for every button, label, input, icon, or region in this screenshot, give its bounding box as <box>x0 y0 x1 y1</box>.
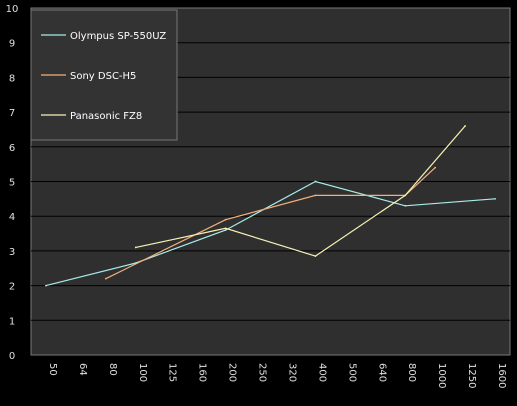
x-tick-label: 80 <box>107 363 118 376</box>
x-tick-label: 50 <box>47 363 58 376</box>
x-tick-label: 400 <box>316 363 327 382</box>
legend-label: Sony DSC-H5 <box>70 71 136 82</box>
legend: Olympus SP-550UZ Sony DSC-H5 Panasonic FZ8 <box>30 9 178 141</box>
y-tick-label: 8 <box>9 73 15 84</box>
y-tick-label: 2 <box>9 282 15 293</box>
y-tick-label: 9 <box>9 39 15 50</box>
data-point <box>404 194 407 197</box>
y-tick-label: 10 <box>6 4 19 15</box>
y-axis-ticks: 0 1 2 3 4 5 6 7 8 9 10 <box>6 4 19 362</box>
y-tick-label: 0 <box>9 351 15 362</box>
legend-label: Olympus SP-550UZ <box>70 31 166 42</box>
y-tick-label: 5 <box>9 178 15 189</box>
series-lines <box>45 125 496 287</box>
series-line-1 <box>45 180 496 287</box>
x-tick-label: 1000 <box>436 363 447 388</box>
data-point <box>434 166 437 169</box>
y-tick-label: 6 <box>9 143 15 154</box>
x-tick-label: 250 <box>257 363 268 382</box>
y-tick-label: 4 <box>9 212 15 223</box>
x-tick-label: 125 <box>167 363 178 382</box>
y-tick-label: 3 <box>9 247 15 258</box>
data-point <box>224 227 227 230</box>
data-point <box>224 229 227 231</box>
data-point <box>45 284 47 287</box>
legend-label: Panasonic FZ8 <box>70 111 142 122</box>
y-tick-label: 7 <box>9 108 15 119</box>
x-tick-label: 64 <box>77 363 88 376</box>
data-point <box>314 180 317 183</box>
x-tick-label: 200 <box>227 363 238 382</box>
data-point <box>134 246 137 249</box>
data-point <box>404 204 407 207</box>
data-point <box>224 218 227 221</box>
x-tick-label: 640 <box>376 363 387 382</box>
x-axis-ticks: 50 64 80 100 125 160 200 250 320 400 500 640 800 1000… <box>47 363 507 388</box>
data-point <box>314 194 317 197</box>
data-point <box>494 197 496 200</box>
data-point <box>104 277 107 280</box>
x-tick-label: 1250 <box>466 363 477 388</box>
x-tick-label: 100 <box>137 363 148 382</box>
data-point <box>464 125 466 127</box>
x-tick-label: 320 <box>286 363 297 382</box>
data-point <box>314 255 317 258</box>
y-tick-label: 1 <box>9 316 15 327</box>
x-tick-label: 800 <box>406 363 417 382</box>
x-tick-label: 160 <box>197 363 208 382</box>
x-tick-label: 500 <box>346 363 357 382</box>
x-tick-label: 1600 <box>496 363 507 388</box>
